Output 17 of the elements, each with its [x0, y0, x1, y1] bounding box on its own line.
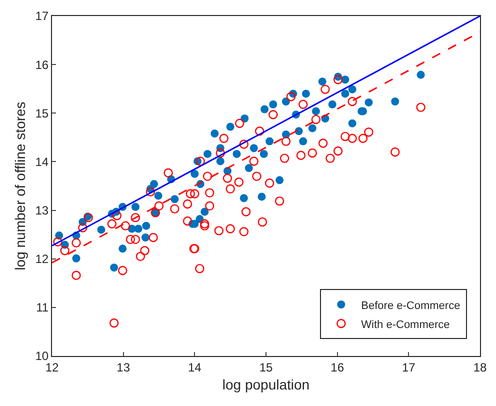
x-tick-label: 13 — [116, 360, 130, 374]
y-tick-label: 13 — [35, 203, 49, 218]
y-tick-label: 16 — [35, 58, 49, 72]
x-axis-title: log population — [222, 376, 310, 393]
y-tick-label: 11 — [36, 300, 49, 315]
y-tick-label: 15 — [35, 106, 49, 120]
x-tick-label: 16 — [330, 360, 344, 374]
y-tick-label: 12 — [35, 252, 49, 266]
legend-label: With e-Commerce — [361, 318, 450, 331]
x-tick-label: 17 — [402, 360, 416, 374]
y-tick-label: 14 — [35, 154, 49, 169]
x-tick-label: 15 — [259, 360, 273, 374]
x-tick-label: 18 — [473, 360, 487, 374]
x-tick-label: 14 — [188, 360, 202, 374]
y-axis-title: log number of offline stores — [12, 102, 28, 270]
y-tick-label: 17 — [35, 9, 49, 24]
legend-label: Before e-Commerce — [361, 300, 460, 312]
